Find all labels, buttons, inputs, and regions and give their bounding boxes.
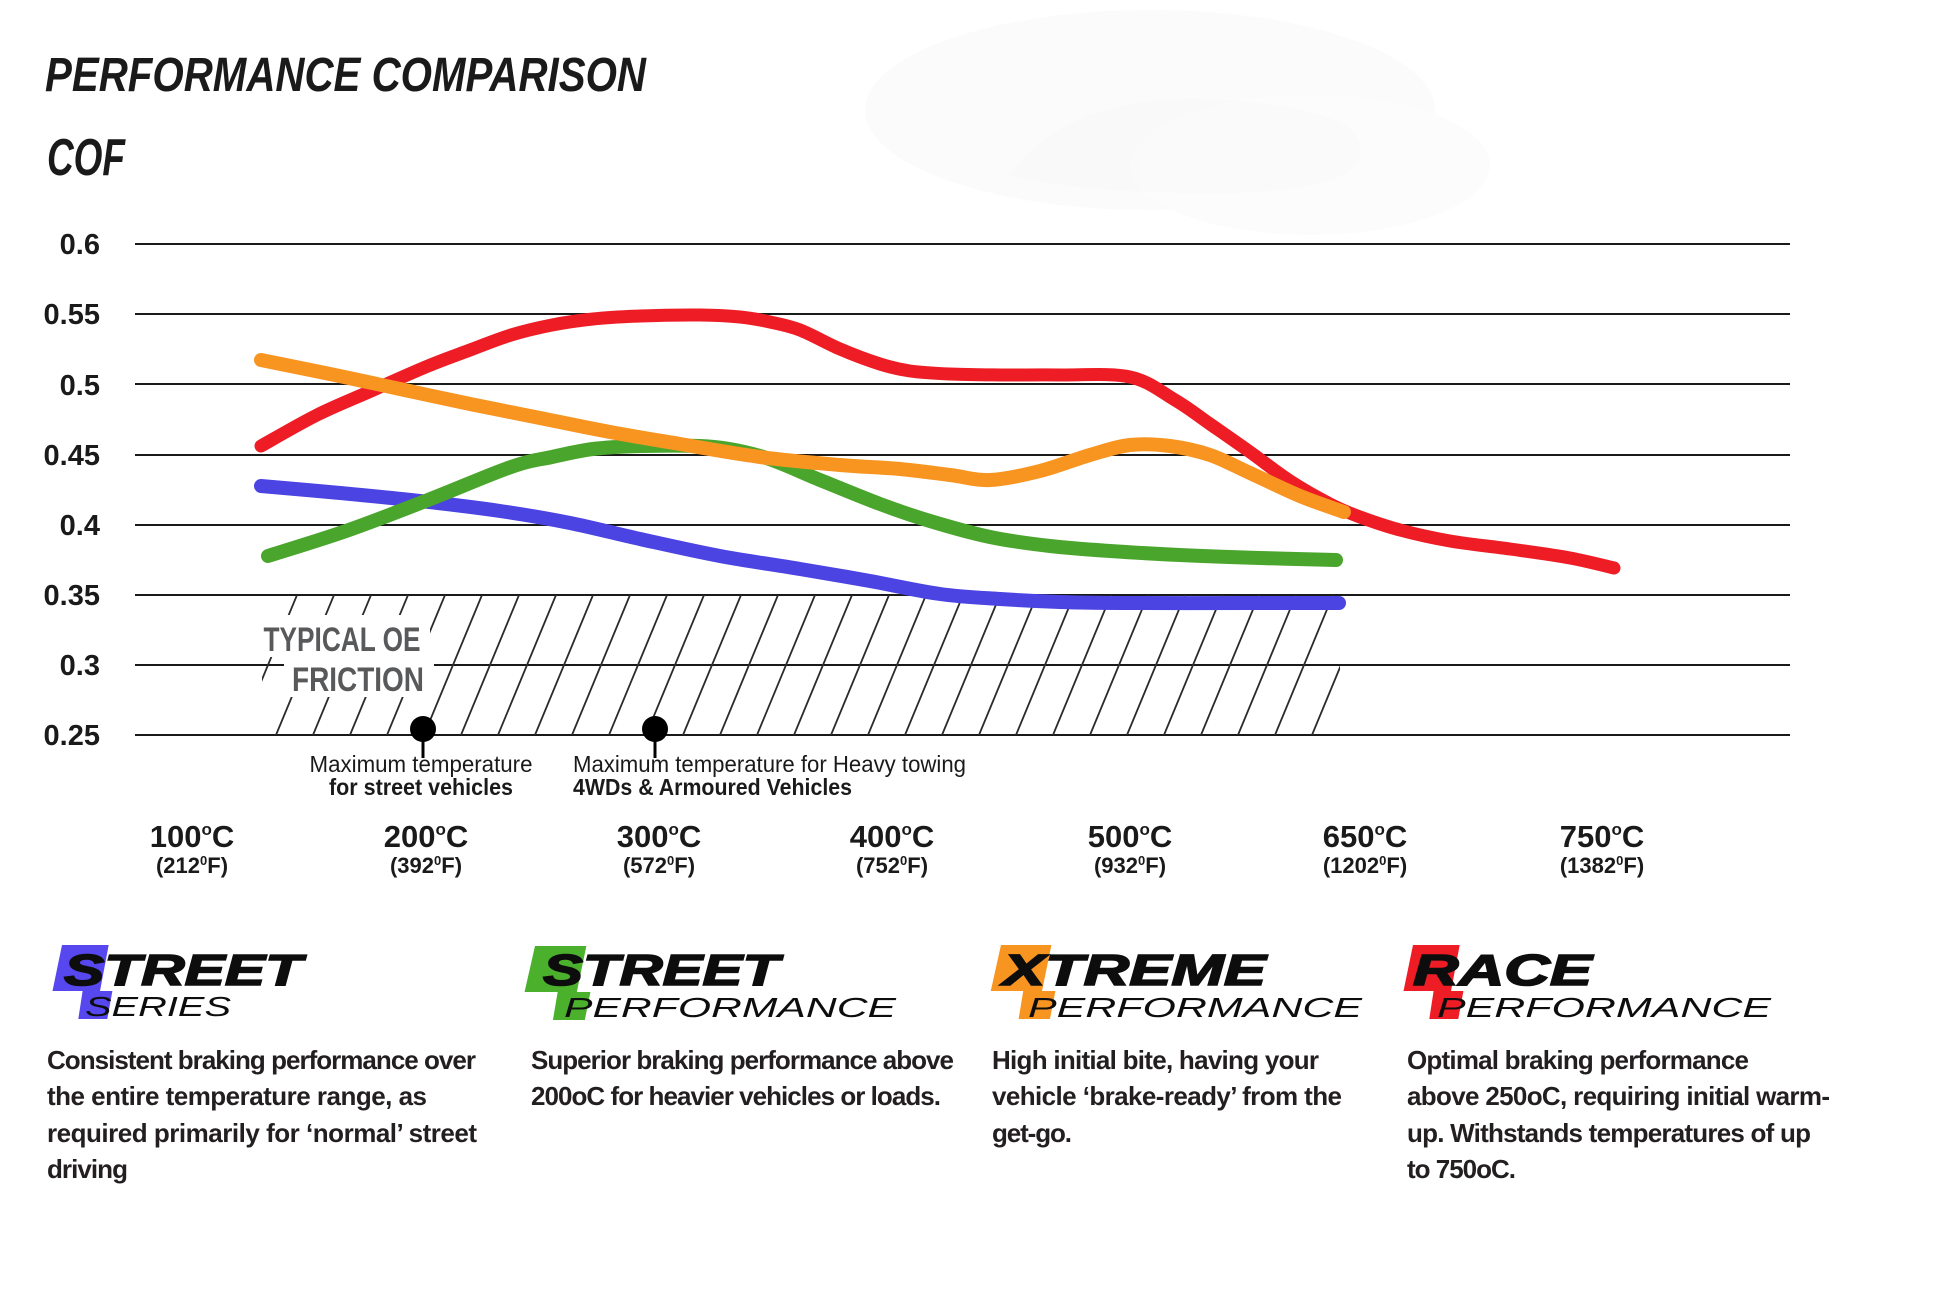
svg-text:0.25: 0.25	[44, 720, 100, 752]
svg-text:PERFORMANCE COMPARISON: PERFORMANCE COMPARISON	[45, 49, 647, 102]
svg-text:PERFORMANCE: PERFORMANCE	[1028, 992, 1362, 1023]
svg-text:(5720F): (5720F)	[623, 853, 695, 878]
svg-text:SERIES: SERIES	[85, 991, 231, 1022]
svg-text:0.55: 0.55	[44, 299, 100, 331]
svg-text:PERFORMANCE: PERFORMANCE	[1437, 992, 1771, 1023]
svg-text:get-go.: get-go.	[992, 1118, 1072, 1148]
svg-text:STREET: STREET	[543, 946, 783, 995]
svg-text:above 250oC, requiring initial: above 250oC, requiring initial warm-	[1407, 1081, 1830, 1111]
svg-text:(7520F): (7520F)	[856, 853, 928, 878]
svg-text:500oC: 500oC	[1088, 819, 1173, 854]
svg-text:4WDs & Armoured Vehicles: 4WDs & Armoured Vehicles	[573, 774, 852, 800]
svg-text:0.3: 0.3	[60, 650, 100, 682]
svg-text:0.6: 0.6	[60, 229, 100, 261]
svg-text:200oC for heavier vehicles or: 200oC for heavier vehicles or loads.	[531, 1081, 941, 1111]
svg-text:vehicle ‘brake-ready’ from the: vehicle ‘brake-ready’ from the	[992, 1081, 1342, 1111]
svg-text:Maximum temperature: Maximum temperature	[310, 751, 533, 777]
svg-text:Superior braking performance a: Superior braking performance above	[531, 1045, 954, 1075]
svg-text:300oC: 300oC	[617, 819, 702, 854]
svg-text:0.35: 0.35	[44, 580, 100, 612]
svg-text:required primarily for ‘normal: required primarily for ‘normal’ street	[47, 1118, 477, 1148]
svg-text:(9320F): (9320F)	[1094, 853, 1166, 878]
svg-text:200oC: 200oC	[384, 819, 469, 854]
svg-text:750oC: 750oC	[1560, 819, 1645, 854]
svg-text:for street vehicles: for street vehicles	[329, 774, 513, 800]
svg-text:400oC: 400oC	[850, 819, 935, 854]
svg-text:0.45: 0.45	[44, 440, 100, 472]
svg-text:TYPICAL OE: TYPICAL OE	[264, 621, 421, 659]
svg-text:RACE: RACE	[1413, 946, 1594, 995]
svg-text:(12020F): (12020F)	[1323, 853, 1407, 878]
svg-text:FRICTION: FRICTION	[292, 661, 424, 699]
svg-text:XTREME: XTREME	[999, 946, 1269, 995]
svg-text:0.4: 0.4	[60, 510, 100, 542]
svg-text:(3920F): (3920F)	[390, 853, 462, 878]
svg-text:STREET: STREET	[64, 946, 306, 995]
svg-text:650oC: 650oC	[1323, 819, 1408, 854]
svg-text:COF: COF	[47, 129, 126, 187]
svg-text:up. Withstands temperatures of: up. Withstands temperatures of up	[1407, 1118, 1811, 1148]
svg-text:(2120F): (2120F)	[156, 853, 228, 878]
svg-text:the entire temperature range,: the entire temperature range, as	[47, 1081, 427, 1111]
svg-text:Consistent braking performance: Consistent braking performance over	[47, 1045, 476, 1075]
svg-text:0.5: 0.5	[60, 370, 100, 402]
svg-text:PERFORMANCE: PERFORMANCE	[564, 992, 896, 1023]
svg-text:(13820F): (13820F)	[1560, 853, 1644, 878]
svg-text:Maximum temperature for Heavy: Maximum temperature for Heavy towing	[573, 751, 966, 777]
svg-text:100oC: 100oC	[150, 819, 235, 854]
svg-text:driving: driving	[47, 1154, 128, 1184]
svg-text:High initial bite, having your: High initial bite, having your	[992, 1045, 1319, 1075]
svg-text:to 750oC.: to 750oC.	[1407, 1154, 1516, 1184]
svg-text:Optimal braking performance: Optimal braking performance	[1407, 1045, 1749, 1075]
